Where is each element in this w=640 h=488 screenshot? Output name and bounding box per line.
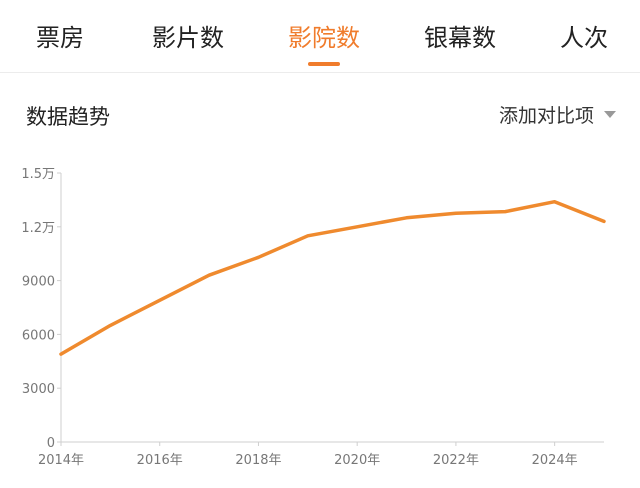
active-tab-indicator [308,62,340,66]
tab-film-count[interactable]: 影片数 [152,24,224,52]
y-tick-label: 9000 [22,275,55,290]
trend-chart: 0 3000 6000 9000 1.2万 1.5万 2014年 2016年 2018年 2020… [21,167,606,468]
x-tick-label: 2022年 [433,453,479,468]
series-line [59,199,606,356]
tab-bar: 票房 影片数 影院数 银幕数 人次 [0,0,640,72]
x-tick-label: 2018年 [235,453,281,468]
y-tick-label: 0 [47,436,55,451]
caret-down-icon [604,111,616,118]
add-compare-label: 添加对比项 [498,105,594,127]
tab-box-office[interactable]: 票房 [36,24,84,52]
tab-screen-count[interactable]: 银幕数 [424,24,496,52]
x-tick-label: 2024年 [532,453,578,468]
y-tick-label: 6000 [22,328,55,343]
add-compare-dropdown[interactable]: 添加对比项 [499,101,616,128]
x-tick-label: 2016年 [137,453,183,468]
tab-admissions[interactable]: 人次 [560,24,608,52]
section-title: 数据趋势 [26,105,110,129]
y-tick-label: 1.5万 [21,167,55,182]
divider [0,72,640,73]
y-tick-label: 3000 [22,382,55,397]
x-tick-label: 2020年 [334,453,380,468]
y-tick-label: 1.2万 [21,221,55,236]
tab-cinema-count[interactable]: 影院数 [288,24,360,52]
x-tick-label: 2014年 [38,453,84,468]
